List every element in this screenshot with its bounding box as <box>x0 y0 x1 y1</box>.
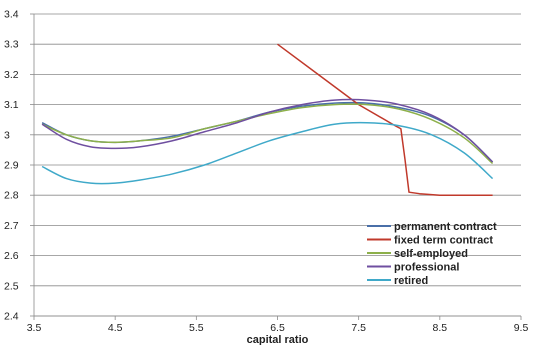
axes: 2.4 2.5 2.6 2.7 2.8 2.9 3 3.1 3.2 3.3 3.4 3.5 4.5 5.5… <box>4 9 528 335</box>
series-line-retired <box>41 121 494 185</box>
x-tick-label: 7.5 <box>351 322 366 334</box>
legend-label-self-employed: self-employed <box>394 248 468 260</box>
x-tick-label: 4.5 <box>108 322 123 334</box>
x-tick-label: 3.5 <box>27 322 42 334</box>
y-tick-label: 2.5 <box>4 280 19 292</box>
y-tick-label: 2.9 <box>4 160 19 172</box>
y-tick-label: 3.2 <box>4 69 19 81</box>
legend-label-professional: professional <box>394 262 459 274</box>
y-tick-label: 2.7 <box>4 220 19 232</box>
y-tick-label: 2.8 <box>4 190 19 202</box>
x-tick-label: 8.5 <box>433 322 448 334</box>
legend-label-permanent-contract: permanent contract <box>394 221 497 233</box>
legend-label-retired: retired <box>394 275 428 287</box>
y-tick-label: 2.4 <box>4 311 19 323</box>
gridlines <box>34 13 521 317</box>
legend: permanent contract fixed term contractsel… <box>367 221 497 287</box>
series-line-fixed-term-contract <box>277 43 493 196</box>
y-tick-label: 3.1 <box>4 99 19 111</box>
legend-label-fixed-term-contract: fixed term contract <box>394 235 493 247</box>
y-tick-label: 3 <box>4 129 10 141</box>
x-axis-title: capital ratio <box>247 334 309 345</box>
y-tick-label: 2.6 <box>4 250 19 262</box>
series-lines <box>41 43 494 196</box>
y-tick-label: 3.4 <box>4 9 19 21</box>
y-tick-label: 3.3 <box>4 39 19 51</box>
x-tick-label: 6.5 <box>270 322 285 334</box>
x-tick-label: 9.5 <box>514 322 529 334</box>
x-tick-label: 5.5 <box>189 322 204 334</box>
series-line-professional <box>41 98 494 163</box>
